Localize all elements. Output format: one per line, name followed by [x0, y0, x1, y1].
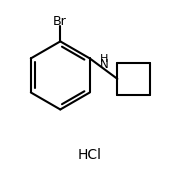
Text: N: N: [100, 58, 109, 71]
Text: H: H: [100, 54, 109, 64]
Text: Br: Br: [53, 15, 66, 28]
Text: HCl: HCl: [78, 148, 102, 162]
